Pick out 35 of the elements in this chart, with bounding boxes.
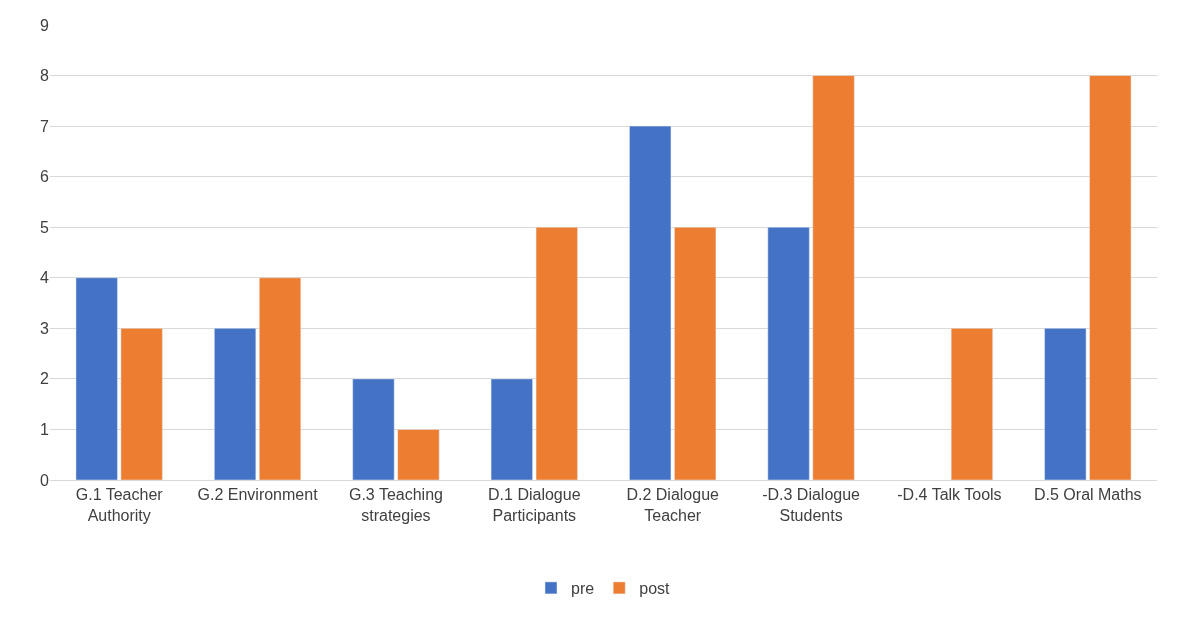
bar <box>767 226 810 480</box>
bar <box>950 328 993 480</box>
y-tick-label: 5 <box>40 218 50 236</box>
y-tick-label: 7 <box>40 117 50 135</box>
y-tick-label: 1 <box>40 421 50 439</box>
bar <box>629 125 672 480</box>
bar <box>259 277 302 480</box>
y-tick-label: 2 <box>40 370 50 388</box>
x-tick-label: D.1 Dialogue Participants <box>488 486 581 524</box>
bar <box>535 226 578 480</box>
x-tick-label: G.2 Environment <box>197 486 319 504</box>
bar <box>397 429 440 480</box>
bar <box>75 277 118 480</box>
y-tick-label: 6 <box>40 168 50 186</box>
bar <box>1044 328 1087 480</box>
x-tick-label: -D.4 Talk Tools <box>897 486 1002 504</box>
x-tick-label: D.2 Dialogue Teacher <box>626 486 720 524</box>
bar <box>490 378 533 480</box>
x-tick-label: G.3 Teaching strategies <box>348 486 443 524</box>
bar <box>1089 75 1132 480</box>
legend-label: post <box>639 580 671 598</box>
x-tick-label: -D.3 Dialogue Students <box>762 486 861 524</box>
bar <box>120 328 163 480</box>
y-tick-label: 4 <box>40 269 50 287</box>
y-tick-label: 0 <box>40 471 50 489</box>
bar <box>674 226 717 480</box>
bar <box>812 75 855 480</box>
x-tick-label: G.1 Teacher Authority <box>75 486 164 524</box>
x-tick-label: D.5 Oral Maths <box>1034 486 1142 504</box>
y-tick-label: 3 <box>40 319 50 337</box>
legend-label: pre <box>571 580 595 598</box>
y-tick-label: 8 <box>40 67 50 85</box>
bar <box>214 328 257 480</box>
bar <box>352 378 395 480</box>
y-tick-label: 9 <box>40 16 50 34</box>
